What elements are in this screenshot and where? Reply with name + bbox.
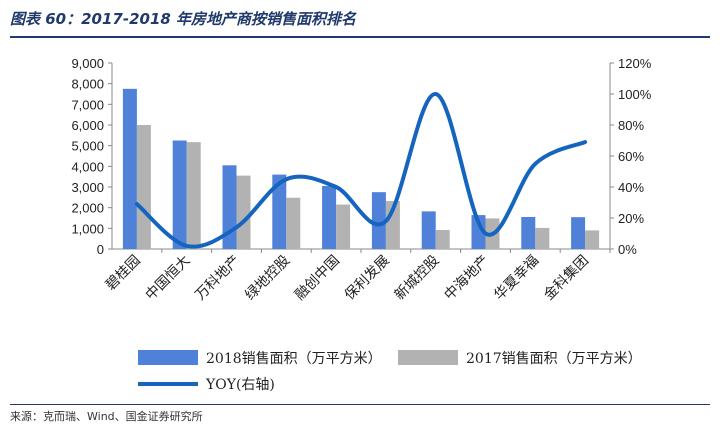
category-label: 中国恒大: [143, 253, 194, 304]
category-label: 中海地产: [441, 253, 492, 304]
bar-2017: [286, 197, 301, 249]
right-axis-tick-label: 60%: [618, 149, 644, 164]
left-axis-tick-label: 0: [97, 242, 104, 257]
right-axis-tick-label: 100%: [618, 87, 652, 102]
bar-2017: [136, 125, 151, 249]
left-axis-tick-label: 1,000: [71, 221, 104, 236]
right-axis-tick-label: 120%: [618, 56, 652, 71]
bar-2018: [172, 140, 187, 249]
bar-2018: [471, 215, 486, 249]
bar-2018: [122, 88, 137, 249]
source-note: 来源：克而瑞、Wind、国金证券研究所: [10, 410, 203, 423]
legend-label-2018: 2018销售面积（万平方米）: [206, 351, 382, 367]
bar-2018: [521, 216, 536, 249]
left-axis-tick-label: 3,000: [71, 180, 104, 195]
bar-2017: [236, 175, 251, 249]
category-label: 万科地产: [192, 253, 243, 304]
left-axis-tick-label: 8,000: [71, 77, 104, 92]
bar-2018: [421, 211, 436, 249]
right-axis-tick-label: 80%: [618, 118, 644, 133]
bar-2017: [535, 227, 550, 249]
left-axis-tick-label: 6,000: [71, 118, 104, 133]
right-axis-tick-label: 0%: [618, 242, 637, 257]
right-axis-tick-label: 40%: [618, 180, 644, 195]
left-axis-tick-label: 2,000: [71, 201, 104, 216]
left-axis-tick-label: 4,000: [71, 159, 104, 174]
category-label: 金科集团: [540, 252, 592, 304]
chart-header: 图表 60：2017-2018 年房地产商按销售面积排名: [10, 8, 710, 34]
bar-2018: [371, 192, 386, 249]
footer-divider: [10, 404, 710, 405]
category-label: 碧桂园: [103, 253, 144, 294]
legend-label-yoy: YOY(右轴): [205, 377, 275, 393]
right-axis-tick-label: 20%: [618, 211, 644, 226]
legend-swatch-2018: [138, 350, 198, 365]
bar-2017: [585, 230, 600, 249]
bar-2017: [435, 229, 450, 249]
bar-2017: [336, 204, 351, 249]
category-label: 融创中国: [292, 253, 343, 304]
bar-2017: [186, 142, 201, 249]
title-divider: [10, 36, 710, 38]
bar-2018: [272, 174, 287, 249]
yoy-line: [134, 92, 588, 249]
bar-2018: [322, 185, 337, 249]
legend-swatch-2017: [398, 350, 458, 365]
category-label: 绿地控股: [242, 253, 293, 304]
category-label: 华夏幸福: [491, 253, 542, 304]
category-label: 保利发展: [342, 253, 393, 304]
chart-title: 图表 60：2017-2018 年房地产商按销售面积排名: [10, 10, 357, 28]
bar-2018: [571, 217, 586, 249]
left-axis-tick-label: 5,000: [71, 139, 104, 154]
left-axis-tick-label: 7,000: [71, 97, 104, 112]
left-axis-tick-label: 9,000: [71, 56, 104, 71]
legend-label-2017: 2017销售面积（万平方米）: [466, 351, 642, 367]
category-label: 新城控股: [392, 253, 443, 304]
